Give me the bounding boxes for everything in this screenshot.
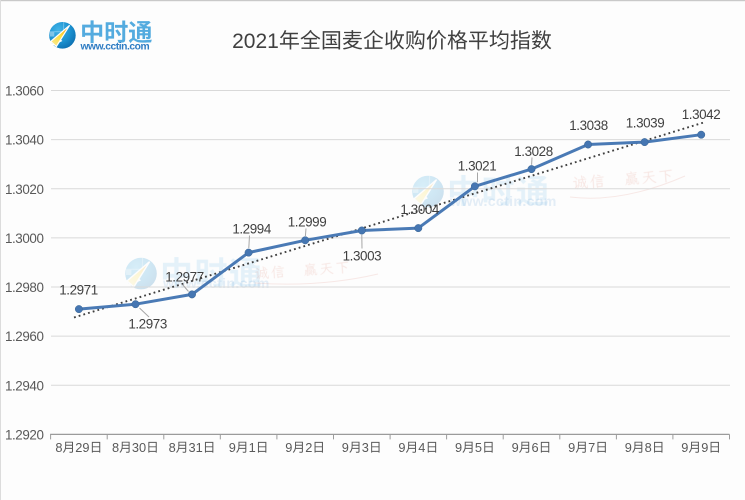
svg-text:1.2980: 1.2980 bbox=[5, 280, 44, 295]
svg-text:1.3000: 1.3000 bbox=[5, 231, 44, 246]
svg-text:2021: 2021 bbox=[232, 30, 279, 53]
svg-text:1.2999: 1.2999 bbox=[288, 214, 327, 229]
svg-text:9: 9 bbox=[701, 440, 708, 455]
svg-text:1.2994: 1.2994 bbox=[232, 222, 272, 237]
svg-text:1.3028: 1.3028 bbox=[514, 144, 553, 159]
svg-text:9: 9 bbox=[455, 440, 462, 455]
svg-text:8: 8 bbox=[169, 440, 176, 455]
svg-text:4: 4 bbox=[418, 440, 425, 455]
svg-text:7: 7 bbox=[588, 440, 595, 455]
svg-text:1.3004: 1.3004 bbox=[400, 202, 440, 217]
svg-text:29: 29 bbox=[75, 440, 89, 455]
svg-text:1.2973: 1.2973 bbox=[128, 316, 167, 331]
svg-text:www.cctin.com: www.cctin.com bbox=[449, 194, 557, 210]
svg-text:9: 9 bbox=[285, 440, 292, 455]
svg-text:1.3039: 1.3039 bbox=[626, 116, 665, 131]
svg-text:3: 3 bbox=[362, 440, 369, 455]
svg-text:1.3040: 1.3040 bbox=[5, 133, 44, 148]
svg-text:9: 9 bbox=[342, 440, 349, 455]
svg-text:1.2971: 1.2971 bbox=[59, 283, 98, 298]
svg-text:1.3038: 1.3038 bbox=[569, 118, 608, 133]
svg-text:8: 8 bbox=[645, 440, 652, 455]
svg-text:1.2960: 1.2960 bbox=[5, 329, 44, 344]
svg-text:www.cctin.com: www.cctin.com bbox=[80, 41, 150, 52]
svg-text:9: 9 bbox=[229, 440, 236, 455]
svg-text:9: 9 bbox=[398, 440, 405, 455]
svg-text:9: 9 bbox=[568, 440, 575, 455]
svg-text:9: 9 bbox=[625, 440, 632, 455]
svg-text:8: 8 bbox=[55, 440, 62, 455]
svg-text:9: 9 bbox=[512, 440, 519, 455]
svg-text:30: 30 bbox=[132, 440, 146, 455]
svg-text:2: 2 bbox=[305, 440, 312, 455]
svg-text:5: 5 bbox=[475, 440, 482, 455]
svg-text:1.3003: 1.3003 bbox=[343, 248, 382, 263]
svg-text:1.2920: 1.2920 bbox=[5, 427, 44, 442]
svg-text:1.3020: 1.3020 bbox=[5, 182, 44, 197]
svg-text:www.cctin.com: www.cctin.com bbox=[162, 276, 270, 292]
svg-text:1: 1 bbox=[249, 440, 256, 455]
svg-text:1.2977: 1.2977 bbox=[165, 270, 204, 285]
svg-text:31: 31 bbox=[189, 440, 203, 455]
svg-text:1.2940: 1.2940 bbox=[5, 378, 44, 393]
svg-text:6: 6 bbox=[532, 440, 539, 455]
svg-text:8: 8 bbox=[112, 440, 119, 455]
svg-text:9: 9 bbox=[681, 440, 688, 455]
svg-text:1.3042: 1.3042 bbox=[682, 107, 721, 122]
svg-text:1.3021: 1.3021 bbox=[458, 159, 497, 174]
svg-text:1.3060: 1.3060 bbox=[5, 84, 44, 99]
